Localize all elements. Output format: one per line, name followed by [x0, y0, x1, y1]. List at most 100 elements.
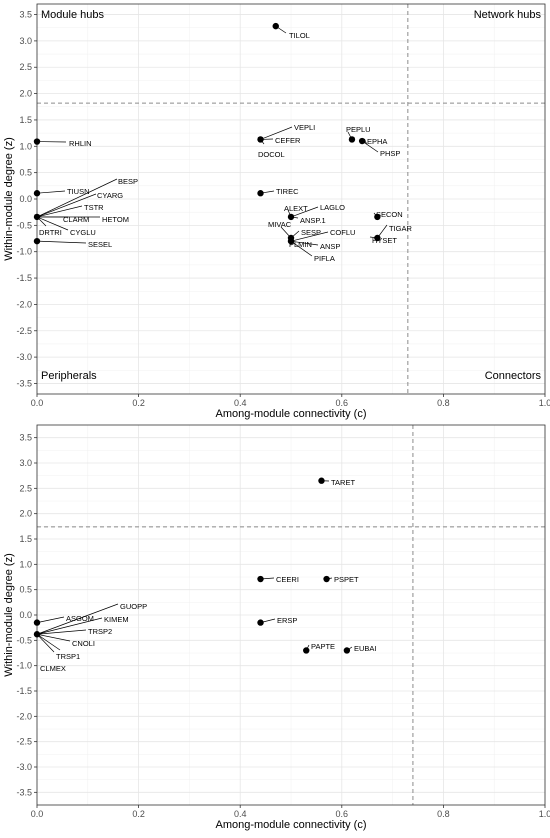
- data-point: [257, 619, 263, 625]
- point-label: CEFER: [275, 136, 301, 145]
- point-label: DRTRI: [39, 228, 62, 237]
- data-point: [34, 238, 40, 244]
- quadrant-label-peripherals: Peripherals: [41, 370, 97, 382]
- data-point: [34, 619, 40, 625]
- x-tick-label: 1.0: [539, 398, 550, 408]
- y-tick-label: -3.0: [16, 762, 32, 772]
- x-tick-label: 0.6: [336, 398, 349, 408]
- y-tick-label: -1.5: [16, 273, 32, 283]
- y-tick-label: -1.0: [16, 661, 32, 671]
- point-label: HETOM: [102, 215, 129, 224]
- y-tick-label: 3.5: [19, 10, 32, 20]
- x-tick-label: 0.0: [31, 809, 44, 819]
- point-label: HYSET: [372, 236, 397, 245]
- point-label: TIUSN: [67, 187, 90, 196]
- y-tick-label: 1.5: [19, 115, 32, 125]
- point-label: EUBAI: [354, 644, 377, 653]
- point-label: CLARM: [63, 215, 89, 224]
- point-label: SECON: [376, 210, 403, 219]
- point-label: ERSP: [277, 616, 297, 625]
- data-point: [257, 190, 263, 196]
- y-tick-label: -1.0: [16, 247, 32, 257]
- x-tick-label: 0.4: [234, 398, 247, 408]
- y-tick-label: 3.0: [19, 36, 32, 46]
- y-tick-label: 0.0: [19, 194, 32, 204]
- x-tick-label: 0.6: [336, 809, 349, 819]
- y-tick-label: -2.0: [16, 299, 32, 309]
- point-label: PSPET: [334, 575, 359, 584]
- point-label: KIMEM: [104, 615, 129, 624]
- data-point: [323, 576, 329, 582]
- data-point: [303, 647, 309, 653]
- data-point: [344, 647, 350, 653]
- point-label: TILOL: [289, 31, 310, 40]
- y-tick-label: -2.5: [16, 326, 32, 336]
- x-tick-label: 0.8: [437, 809, 450, 819]
- x-tick-label: 1.0: [539, 809, 550, 819]
- y-tick-label: 3.0: [19, 458, 32, 468]
- point-label: MIVAC: [268, 220, 292, 229]
- point-label: COFLU: [330, 228, 355, 237]
- y-axis-title: Within-module degree (z): [3, 137, 15, 261]
- point-label: CEERI: [276, 575, 299, 584]
- point-label: PIFLA: [314, 254, 335, 263]
- point-label: PEPLU: [346, 125, 371, 134]
- x-axis-title: Among-module connectivity (c): [215, 408, 366, 420]
- y-tick-label: 2.5: [19, 483, 32, 493]
- point-label: AEPHA: [362, 137, 387, 146]
- point-label: ANSP.1: [300, 216, 326, 225]
- point-label: TRSP1: [56, 652, 80, 661]
- data-point: [349, 136, 355, 142]
- quadrant-label-module-hubs: Module hubs: [41, 9, 104, 21]
- y-tick-label: 2.0: [19, 89, 32, 99]
- data-point: [34, 138, 40, 144]
- point-label: PAPTE: [311, 642, 335, 651]
- quadrant-label-network-hubs: Network hubs: [474, 9, 542, 21]
- point-label: SESEL: [88, 240, 112, 249]
- point-label: LAGLO: [320, 203, 345, 212]
- x-axis-title: Among-module connectivity (c): [215, 819, 366, 831]
- data-point: [273, 23, 279, 29]
- y-tick-label: -0.5: [16, 635, 32, 645]
- y-tick-label: 1.0: [19, 559, 32, 569]
- y-tick-label: -2.5: [16, 737, 32, 747]
- y-tick-label: 3.5: [19, 433, 32, 443]
- y-tick-label: -3.5: [16, 378, 32, 388]
- data-point: [318, 478, 324, 484]
- point-label: CYARG: [97, 191, 123, 200]
- y-tick-label: -1.5: [16, 686, 32, 696]
- point-label: CLMEX: [40, 664, 66, 673]
- x-tick-label: 0.4: [234, 809, 247, 819]
- x-tick-label: 0.0: [31, 398, 44, 408]
- y-tick-label: 1.5: [19, 534, 32, 544]
- point-label: PHSP: [380, 149, 400, 158]
- point-label: GUOPP: [120, 602, 147, 611]
- point-label: TIGAR: [389, 224, 413, 233]
- y-tick-label: -0.5: [16, 220, 32, 230]
- point-label: BESP: [118, 177, 138, 186]
- point-label: ANSP: [320, 242, 340, 251]
- x-tick-label: 0.8: [437, 398, 450, 408]
- y-tick-label: -3.0: [16, 352, 32, 362]
- quadrant-label-connectors: Connectors: [485, 370, 542, 382]
- point-label: DOCOL: [258, 150, 285, 159]
- point-label: TSTR: [84, 203, 104, 212]
- y-tick-label: 0.0: [19, 610, 32, 620]
- point-label: TIREC: [276, 187, 299, 196]
- x-tick-label: 0.2: [132, 809, 145, 819]
- point-label: TRSP2: [88, 627, 112, 636]
- point-label: RHLIN: [69, 139, 92, 148]
- y-tick-label: 2.0: [19, 509, 32, 519]
- y-tick-label: 1.0: [19, 141, 32, 151]
- point-label: TARET: [331, 478, 355, 487]
- data-point: [34, 190, 40, 196]
- point-label: VEPLI: [294, 123, 315, 132]
- y-axis-title: Within-module degree (z): [3, 553, 15, 677]
- y-tick-label: -3.5: [16, 787, 32, 797]
- data-point: [257, 576, 263, 582]
- point-label: SESP: [301, 228, 321, 237]
- y-tick-label: 2.5: [19, 62, 32, 72]
